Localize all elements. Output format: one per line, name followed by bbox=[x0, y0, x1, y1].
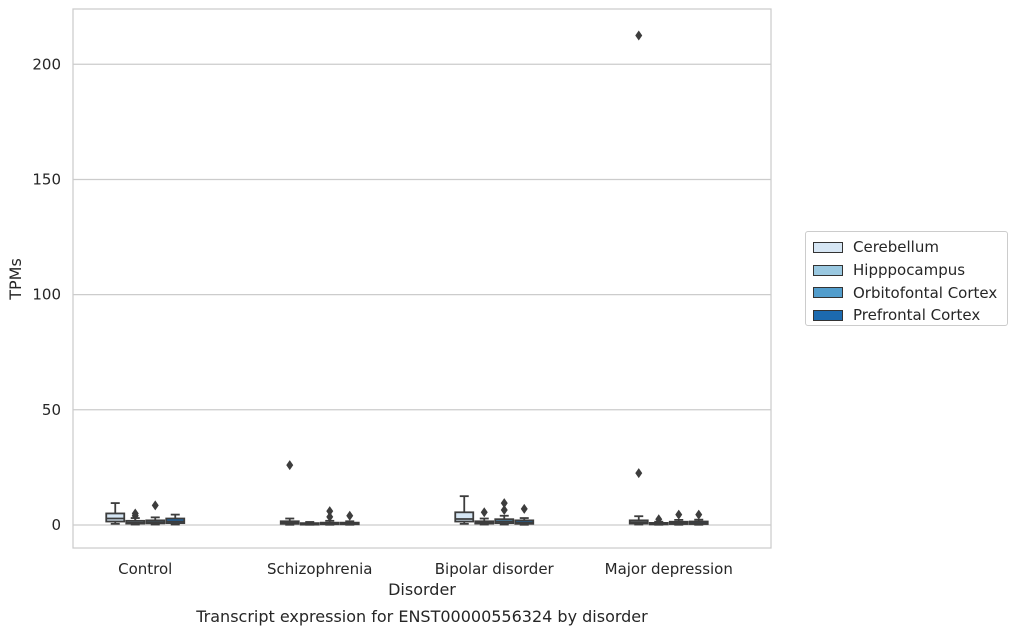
box-hipppocampus bbox=[299, 521, 320, 526]
outlier-point bbox=[655, 514, 663, 525]
box-orbitofontal-cortex bbox=[319, 506, 340, 526]
box-hipppocampus bbox=[648, 514, 669, 526]
box-cerebellum bbox=[454, 495, 475, 525]
plot-area-frame bbox=[72, 8, 772, 549]
x-tick-label: Control bbox=[118, 560, 172, 578]
legend-item: Orbitofontal Cortex bbox=[813, 281, 1007, 304]
outlier-point bbox=[695, 509, 703, 520]
x-tick-labels: Control Schizophrenia Bipolar disorder Majo… bbox=[118, 560, 733, 578]
outlier-point bbox=[346, 510, 354, 521]
box-prefrontal-cortex bbox=[688, 509, 709, 526]
chart-caption: Transcript expression for ENST0000055632… bbox=[195, 607, 648, 626]
legend-label: Prefrontal Cortex bbox=[853, 306, 981, 325]
outlier-point bbox=[520, 503, 528, 514]
x-tick-label: Major depression bbox=[605, 560, 733, 578]
y-tick-label: 150 bbox=[32, 170, 61, 188]
box-prefrontal-cortex bbox=[339, 510, 360, 526]
legend-item: Hipppocampus bbox=[813, 259, 1007, 282]
y-tick-label: 0 bbox=[51, 516, 61, 534]
legend-swatch bbox=[813, 264, 843, 276]
outlier-point bbox=[635, 468, 643, 479]
box-orbitofontal-cortex bbox=[668, 509, 689, 526]
box-series bbox=[105, 30, 709, 526]
box-iqr bbox=[105, 512, 126, 523]
outlier-point bbox=[635, 30, 643, 41]
x-tick-label: Schizophrenia bbox=[267, 560, 372, 578]
box-iqr bbox=[454, 511, 475, 523]
legend-label: Hipppocampus bbox=[853, 261, 966, 280]
outlier-point bbox=[500, 504, 508, 515]
box-hipppocampus bbox=[125, 508, 146, 526]
legend-item: Prefrontal Cortex bbox=[813, 304, 1007, 327]
box-cerebellum bbox=[105, 502, 126, 525]
y-tick-label: 200 bbox=[32, 55, 61, 73]
legend-swatch bbox=[813, 309, 843, 321]
outlier-point bbox=[675, 509, 683, 520]
outlier-point bbox=[151, 500, 159, 511]
outlier-point bbox=[480, 507, 488, 518]
x-axis-label: Disorder bbox=[388, 580, 456, 599]
box-cerebellum bbox=[628, 30, 649, 526]
box-cerebellum bbox=[279, 460, 300, 526]
outlier-point bbox=[326, 506, 334, 517]
legend-label: Orbitofontal Cortex bbox=[853, 283, 998, 302]
outlier-point bbox=[326, 511, 334, 522]
box-orbitofontal-cortex bbox=[145, 500, 166, 526]
y-tick-labels: 0 50 100 150 200 bbox=[32, 55, 61, 534]
outlier-point bbox=[500, 498, 508, 509]
box-orbitofontal-cortex bbox=[494, 498, 515, 526]
y-tick-label: 50 bbox=[42, 401, 61, 419]
y-tick-label: 100 bbox=[32, 286, 61, 304]
legend-swatch bbox=[813, 241, 843, 253]
legend-swatch bbox=[813, 287, 843, 299]
box-hipppocampus bbox=[474, 507, 495, 526]
box-prefrontal-cortex bbox=[514, 503, 535, 526]
legend-label: Cerebellum bbox=[853, 238, 939, 257]
x-tick-label: Bipolar disorder bbox=[435, 560, 555, 578]
box-prefrontal-cortex bbox=[165, 513, 186, 526]
legend-item: Cerebellum bbox=[813, 236, 1007, 259]
outlier-point bbox=[286, 460, 294, 471]
legend: Cerebellum Hipppocampus Orbitofontal Corte… bbox=[805, 231, 1008, 326]
y-axis-label: TPMs bbox=[6, 258, 25, 301]
grid-lines bbox=[73, 63, 771, 526]
outlier-point bbox=[131, 508, 139, 519]
